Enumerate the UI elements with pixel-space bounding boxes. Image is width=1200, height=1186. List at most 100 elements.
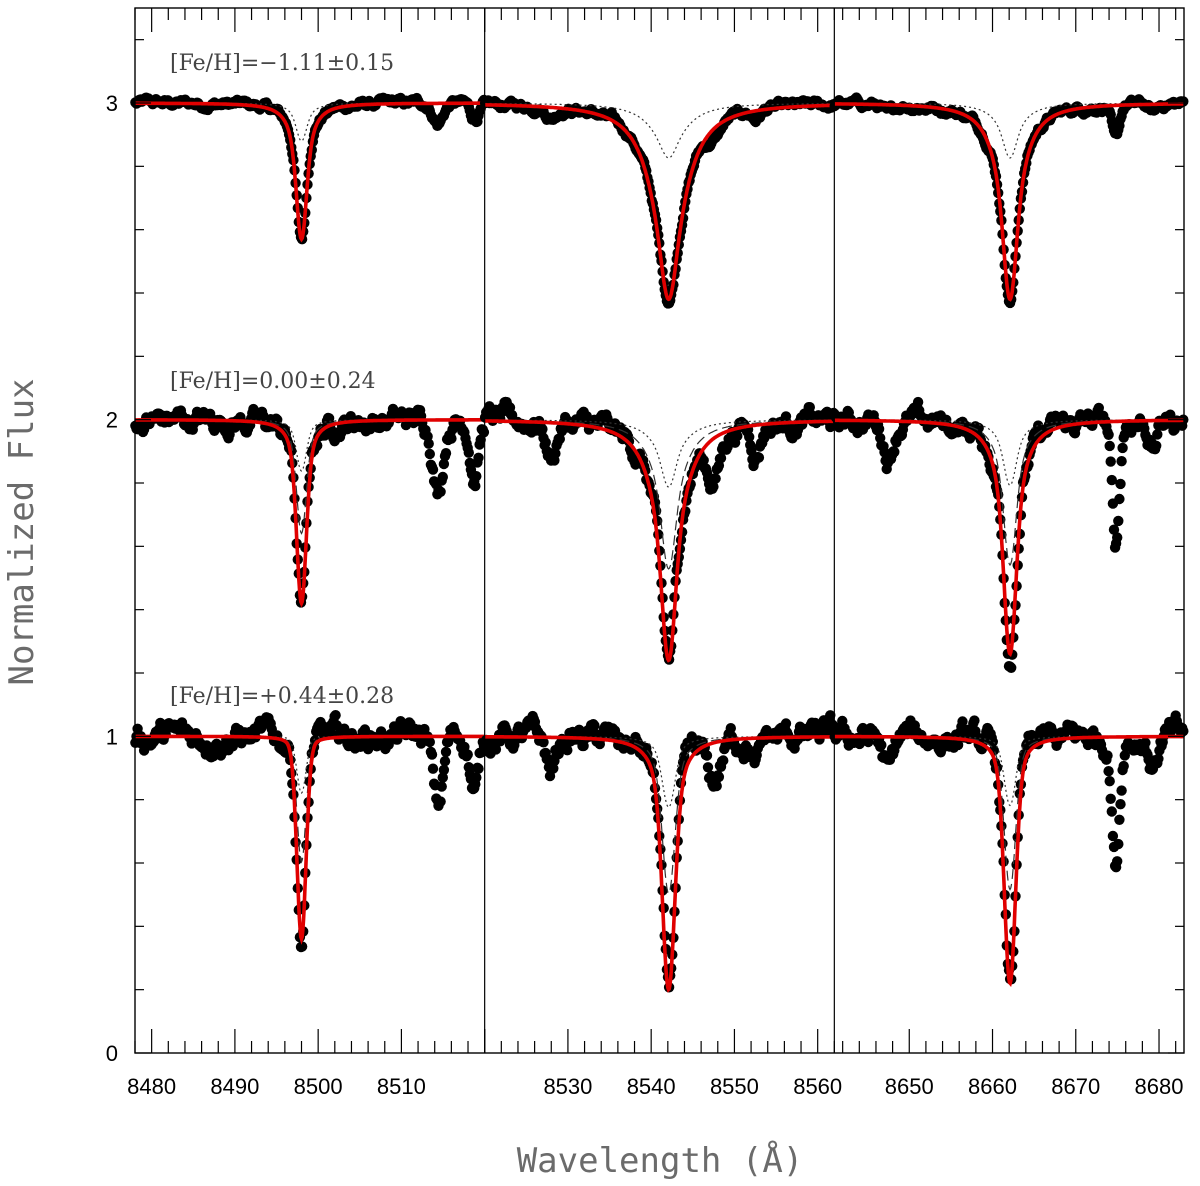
data-point [701, 750, 713, 761]
fit-curve [484, 419, 835, 663]
data-point [1103, 429, 1114, 440]
data-point [876, 739, 887, 751]
fit-curve [484, 103, 835, 302]
x-tick-label: 8480 [127, 1074, 176, 1099]
data-point [889, 446, 900, 458]
data-point [438, 458, 450, 470]
fit-curve [135, 101, 485, 243]
fit-curve [834, 734, 1184, 987]
spectrum-2-panel-1 [130, 403, 490, 608]
metallicity-annotation: [Fe/H]=0.00±0.24 [170, 369, 376, 394]
data-point [1104, 776, 1115, 787]
x-tick-label: 8490 [210, 1074, 259, 1099]
data-point [1153, 753, 1164, 764]
data-point [537, 423, 548, 435]
data-point [1140, 737, 1151, 748]
data-point [550, 448, 561, 459]
plot-frame [134, 7, 1185, 1054]
data-point [423, 438, 434, 449]
data-point [1105, 793, 1116, 804]
data-point [437, 772, 448, 783]
spectrum-2-panel-3 [829, 396, 1189, 673]
data-point [679, 751, 690, 762]
data-point [471, 772, 482, 783]
data-point [439, 756, 451, 767]
data-point [440, 746, 452, 758]
spectrum-1-panel-3 [829, 92, 1189, 309]
data-point [424, 736, 435, 748]
data-point [554, 433, 565, 445]
data-point [1093, 402, 1105, 414]
data-point [715, 452, 727, 464]
x-tick-label: 8560 [793, 1074, 842, 1099]
x-tick-label: 8550 [710, 1074, 759, 1099]
spectrum-3-panel-1 [130, 710, 490, 953]
data-point [435, 796, 446, 807]
model-curve-dotted [834, 735, 1184, 807]
fit-curve [484, 735, 835, 993]
data-point [478, 427, 490, 438]
data-point [463, 447, 474, 458]
fit-curve [834, 102, 1184, 302]
data-point [540, 437, 551, 448]
data-point [711, 780, 722, 792]
data-point [427, 464, 439, 475]
data-point [1118, 760, 1129, 772]
fit-curve [135, 418, 485, 608]
data-point [446, 433, 457, 444]
spectrum-1-panel-2 [479, 95, 839, 309]
x-tick-label: 8500 [294, 1074, 343, 1099]
data-point [708, 481, 719, 492]
data-point [1114, 814, 1125, 825]
x-axis-title: Wavelength (Å) [517, 1140, 804, 1181]
spectrum-3-panel-2 [479, 710, 839, 993]
data-point [473, 763, 484, 774]
data-point [1113, 838, 1124, 850]
spectrum-3-panel-3 [829, 710, 1189, 987]
data-point [912, 396, 924, 408]
model-curve-dotted [484, 102, 835, 159]
data-point [710, 473, 721, 484]
data-point [1116, 785, 1127, 796]
data-point [1103, 766, 1114, 777]
data-point [713, 771, 725, 783]
data-point [473, 452, 484, 463]
data-point [753, 452, 765, 463]
data-point [744, 431, 755, 443]
metallicity-annotation: [Fe/H]=−1.11±0.15 [170, 51, 394, 76]
data-point [495, 736, 506, 747]
data-point [490, 744, 502, 755]
data-point [1107, 830, 1119, 842]
data-point [330, 710, 341, 721]
fit-curve [135, 734, 485, 945]
y-tick-label: 2 [106, 408, 118, 433]
x-tick-label: 8540 [627, 1074, 676, 1099]
y-axis-title: Normalized Flux [2, 378, 42, 685]
data-point [224, 429, 235, 440]
x-tick-label: 8680 [1135, 1074, 1184, 1099]
data-point [296, 941, 308, 952]
data-point [1105, 456, 1116, 467]
model-curve-dotted [135, 735, 485, 795]
data-point [1106, 806, 1118, 817]
x-tick-label: 8650 [885, 1074, 934, 1099]
data-point [424, 448, 435, 460]
data-point [1006, 662, 1017, 673]
data-point [873, 423, 885, 435]
data-point [470, 480, 481, 492]
data-point [863, 736, 874, 748]
data-point [1117, 442, 1128, 454]
data-point [825, 710, 836, 721]
data-point [780, 718, 792, 729]
data-point [589, 720, 600, 731]
metallicity-annotation: [Fe/H]=+0.44±0.28 [170, 684, 394, 709]
spectrum-1-panel-1 [130, 92, 490, 245]
data-point [987, 736, 998, 747]
data-point [718, 755, 729, 766]
data-point [698, 455, 709, 466]
data-point [1112, 856, 1123, 867]
data-point [957, 716, 968, 727]
data-point [462, 749, 473, 760]
data-point [1102, 750, 1113, 761]
spectrum-2-panel-2 [479, 396, 839, 665]
